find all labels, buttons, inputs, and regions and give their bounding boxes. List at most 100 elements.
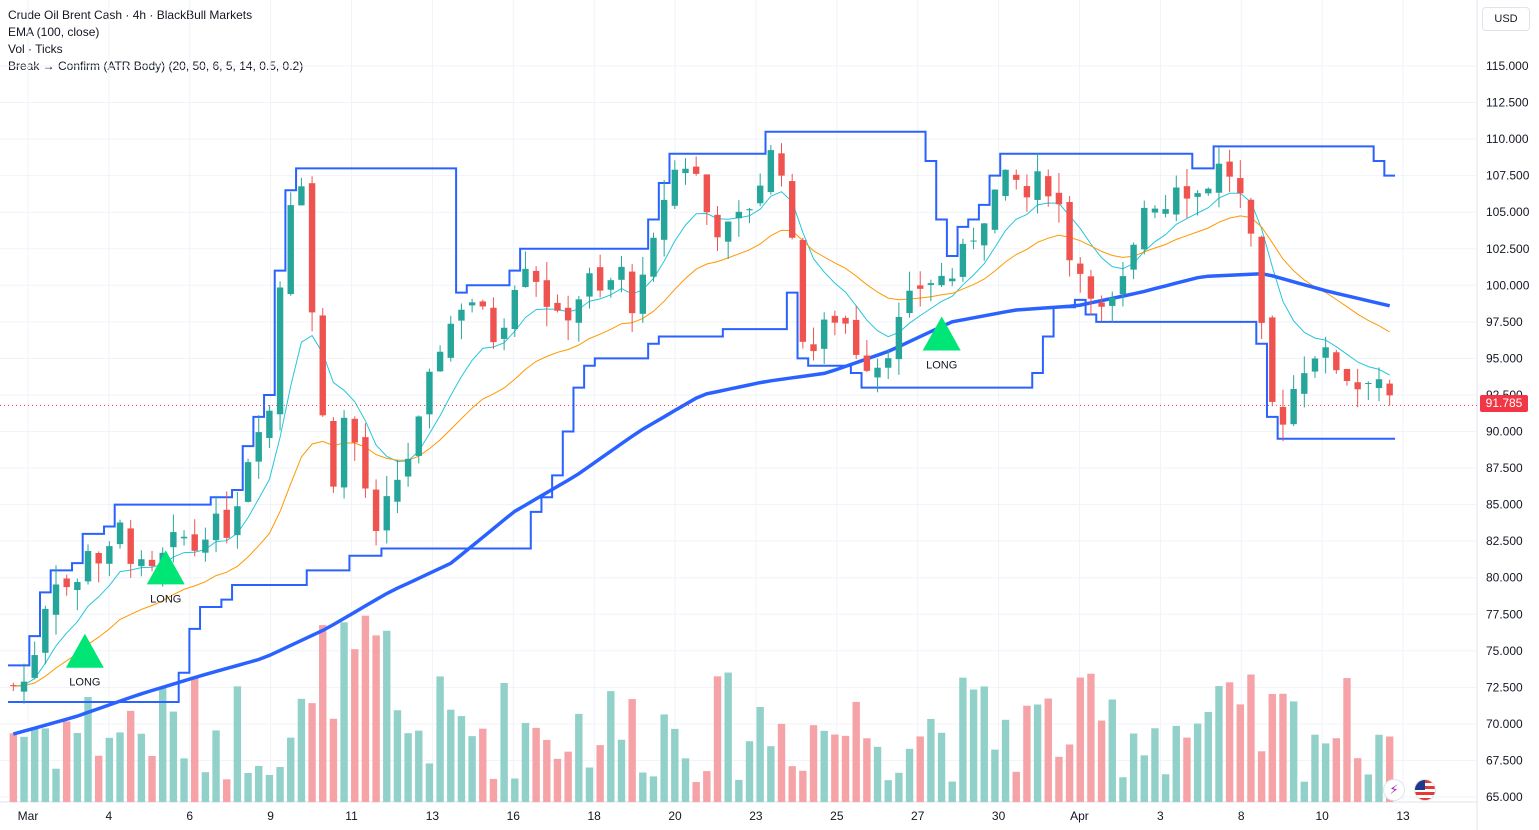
candle-body [522, 268, 529, 288]
candle-body [458, 309, 465, 321]
volume-bar [1321, 743, 1330, 802]
volume-bar [628, 699, 636, 802]
volume-bar [1247, 674, 1255, 802]
long-signal-marker [922, 316, 961, 351]
ema-legend[interactable]: EMA (100, close) [8, 25, 100, 39]
volume-bar [351, 649, 359, 802]
volume-bar [553, 758, 562, 802]
volume-bar [777, 723, 786, 802]
candle-body [202, 539, 209, 553]
candle-body [31, 655, 38, 678]
candle-body [180, 536, 188, 539]
symbol-title[interactable]: Crude Oil Brent Cash · 4h · BlackBull Ma… [8, 8, 253, 22]
candle-body [671, 169, 679, 206]
volume-bar [308, 703, 316, 802]
volume-bar [84, 696, 92, 802]
time-tick-label: 6 [186, 809, 193, 823]
volume-bar [169, 711, 178, 802]
volume-bar [415, 730, 423, 802]
volume-bar [41, 728, 50, 802]
long-signal-marker [146, 550, 185, 585]
candle-body [959, 243, 967, 277]
volume-bar [126, 710, 135, 802]
volume-bar [1183, 737, 1191, 802]
us-flag-icon[interactable] [1414, 779, 1436, 801]
candle-body [554, 302, 561, 311]
candle-body [1087, 276, 1095, 299]
candle-body [63, 578, 70, 588]
price-tick-label: 77.500 [1486, 607, 1523, 621]
volume-bar [1140, 755, 1148, 802]
candle-body [906, 290, 913, 314]
volume-bar [52, 768, 60, 802]
volume-bar [1343, 678, 1351, 802]
volume-bar [457, 716, 466, 802]
volume-bar [1119, 777, 1127, 802]
volume-bar [713, 676, 722, 802]
volume-bar [745, 741, 754, 802]
volume-bar [201, 772, 210, 802]
volume-bar [425, 763, 434, 802]
volume-bar [255, 765, 263, 802]
time-tick-label: 16 [507, 809, 521, 823]
price-tick-label: 115.000 [1486, 59, 1529, 73]
volume-bar [265, 774, 274, 802]
time-tick-label: 11 [345, 809, 358, 823]
price-tick-label: 97.500 [1486, 315, 1523, 329]
volume-bar [639, 772, 647, 802]
candle-body [1290, 388, 1297, 425]
candle-body [853, 319, 860, 355]
volume-bar [1236, 704, 1244, 802]
volume-bar [361, 615, 370, 802]
price-tick-label: 82.500 [1486, 534, 1523, 548]
candle-body [639, 274, 647, 314]
price-tick-label: 80.000 [1486, 571, 1523, 585]
candle-body [1077, 263, 1084, 274]
candle-body [1173, 187, 1180, 215]
volume-bar [1385, 736, 1394, 802]
bolt-icon[interactable]: ⚡ [1383, 779, 1405, 801]
time-tick-label: 4 [106, 809, 113, 823]
volume-bar [180, 758, 188, 802]
volume-bar [1065, 744, 1074, 802]
candle-body [1354, 382, 1361, 390]
candle-body [1269, 317, 1276, 402]
volume-legend[interactable]: Vol · Ticks [8, 42, 63, 56]
candle-body [308, 183, 316, 313]
candle-body [404, 458, 412, 477]
currency-selector[interactable]: USD [1482, 7, 1530, 31]
volume-bar [788, 766, 796, 802]
candle-body [1151, 208, 1159, 213]
candle-body [660, 199, 668, 240]
price-tick-label: 105.000 [1486, 205, 1530, 219]
volume-bar [991, 749, 999, 802]
volume-bar [799, 770, 807, 802]
volume-bar [1033, 704, 1042, 802]
candle-body [244, 462, 252, 502]
candle-body [10, 685, 17, 687]
candle-body [1066, 202, 1073, 261]
candle-body [511, 290, 518, 330]
candle-body [1098, 302, 1105, 307]
volume-bar [959, 677, 967, 802]
candle-body [372, 489, 380, 531]
volume-bar [564, 751, 572, 802]
volume-bar [191, 676, 199, 802]
candle-body [479, 301, 486, 307]
price-tick-label: 70.000 [1486, 717, 1523, 731]
candle-body [415, 416, 422, 456]
candle-body [1386, 383, 1393, 396]
long-signal-marker [65, 633, 104, 668]
time-tick-label: Apr [1070, 809, 1089, 823]
candle-body [682, 168, 689, 174]
candle-body [1109, 297, 1116, 306]
volume-bar [489, 778, 498, 802]
volume-bar [809, 725, 818, 802]
candle-body [148, 559, 156, 567]
volume-bar [1289, 701, 1298, 802]
candle-body [628, 271, 636, 314]
channel-upper-line [8, 130, 1395, 667]
candle-body [351, 418, 358, 443]
candle-body [319, 315, 326, 416]
